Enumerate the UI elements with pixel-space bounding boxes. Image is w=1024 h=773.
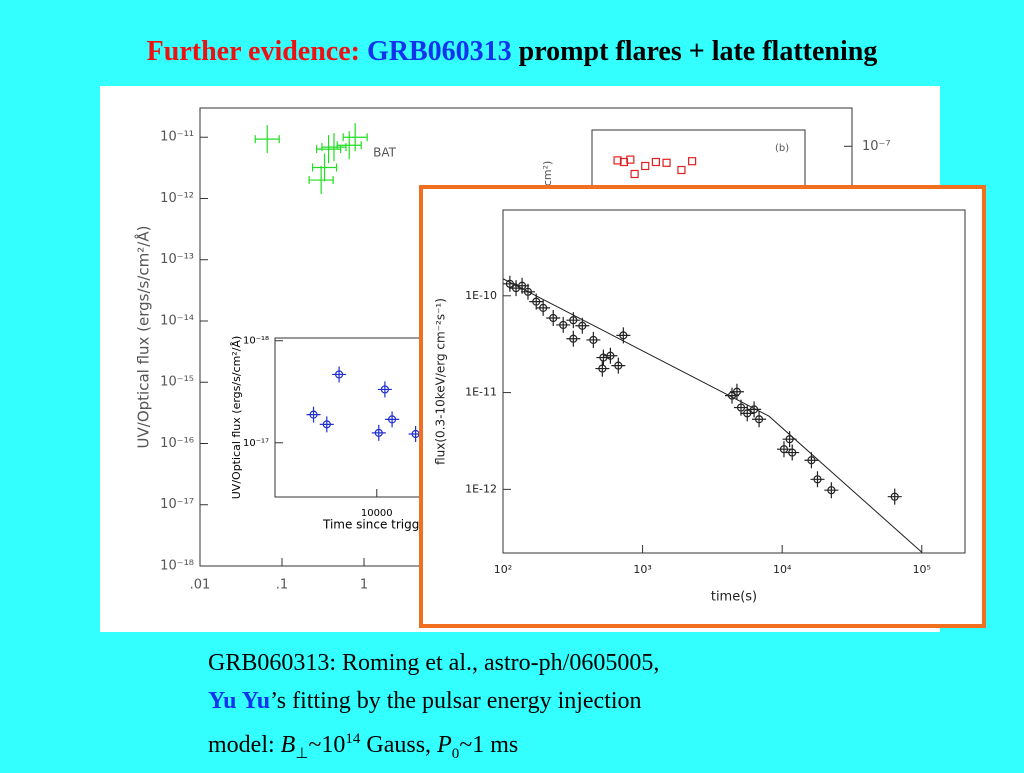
text: ~1 ms bbox=[459, 732, 519, 758]
data-point bbox=[536, 299, 551, 316]
y-tick-label: 10⁻¹⁸ bbox=[243, 336, 269, 347]
data-point bbox=[546, 309, 561, 326]
caption-line: GRB060313: Roming et al., astro-ph/06050… bbox=[208, 650, 660, 676]
data-point bbox=[776, 441, 791, 458]
data-point bbox=[306, 406, 321, 423]
xray-panel bbox=[419, 185, 986, 628]
data-point bbox=[371, 424, 386, 441]
caption-line: model: B⊥~1014 Gauss, P0~1 ms bbox=[208, 720, 659, 773]
y-tick-label: 10⁻¹⁶ bbox=[160, 436, 194, 451]
title-part: prompt flares + late flattening bbox=[511, 36, 878, 67]
data-point bbox=[311, 153, 338, 182]
y-tick-label: 1E-10 bbox=[465, 289, 497, 302]
xray-chart: 10² 10³ 10⁴ 10⁵ 1E-10 1E-11 1E-12 flux(0.3-10ke… bbox=[434, 209, 966, 605]
data-point bbox=[662, 158, 671, 167]
data-point bbox=[595, 360, 610, 377]
data-point bbox=[752, 411, 767, 428]
data-point bbox=[677, 165, 686, 175]
data-point bbox=[747, 401, 762, 418]
data-point bbox=[321, 133, 347, 162]
data-point bbox=[575, 317, 590, 334]
y-tick-label: 1E-12 bbox=[465, 482, 497, 495]
data-point bbox=[556, 316, 571, 333]
symbol: P bbox=[437, 732, 452, 758]
y-tick-label: 10⁻¹⁸ bbox=[160, 559, 194, 574]
y-tick-label: 10⁻¹¹ bbox=[160, 130, 194, 145]
figure: .01 .1 1 10⁻¹¹ 10⁻¹² 10⁻¹³ 10⁻¹⁴ 10⁻¹⁵ 10⁻¹⁶ 10⁻¹… bbox=[100, 86, 986, 632]
data-point bbox=[641, 161, 650, 171]
data-point bbox=[308, 166, 334, 195]
data-point bbox=[332, 366, 347, 383]
data-point bbox=[613, 156, 622, 165]
text: model: bbox=[208, 732, 281, 758]
data-point bbox=[336, 131, 362, 160]
caption-line: Yu Yu’s fitting by the pulsar energy inj… bbox=[208, 682, 659, 720]
annotation: (b) bbox=[775, 143, 789, 154]
x-tick-label: 10² bbox=[494, 563, 512, 576]
x-tick-label: .1 bbox=[276, 578, 288, 593]
x-tick-label: 10000 bbox=[361, 508, 393, 519]
subscript: ⊥ bbox=[295, 745, 309, 762]
data-point bbox=[385, 411, 400, 428]
y-tick-label: 10⁻¹⁷ bbox=[243, 438, 269, 449]
x-tick-label: 10⁵ bbox=[913, 563, 931, 576]
data-point bbox=[804, 452, 819, 469]
data-point bbox=[611, 357, 626, 374]
y-tick-label: 10⁻¹² bbox=[160, 191, 194, 206]
x-axis-label: Time since trigger (s bbox=[322, 518, 446, 532]
y-tick-label: 10⁻¹⁴ bbox=[160, 313, 194, 328]
data-point bbox=[377, 381, 392, 398]
y-tick-label: 10⁻¹³ bbox=[160, 252, 194, 267]
data-point bbox=[810, 471, 825, 488]
y-axis-label: UV/Optical flux (ergs/s/cm²/Å) bbox=[134, 226, 153, 449]
data-point bbox=[603, 347, 618, 364]
x-tick-label: .01 bbox=[190, 578, 211, 593]
x-tick-label: 1 bbox=[360, 578, 368, 593]
y-tick-label: 1E-11 bbox=[465, 386, 497, 399]
data-point bbox=[626, 155, 635, 164]
slide-title: Further evidence: GRB060313 prompt flare… bbox=[0, 36, 1024, 68]
data-point bbox=[785, 444, 800, 461]
symbol: B bbox=[280, 732, 296, 758]
data-point bbox=[824, 482, 839, 499]
data-point bbox=[342, 123, 368, 152]
title-part: GRB060313 bbox=[366, 36, 512, 67]
superscript: 14 bbox=[345, 731, 361, 747]
y2-tick-label: 10⁻⁷ bbox=[862, 139, 891, 154]
text: ’s fitting by the pulsar energy injectio… bbox=[270, 688, 642, 714]
title-part: Further evidence: bbox=[146, 36, 367, 67]
data-point bbox=[566, 330, 581, 347]
subscript: 0 bbox=[451, 745, 460, 762]
y-axis-label: UV/Optical flux (ergs/s/cm²/Å) bbox=[230, 336, 243, 499]
data-point bbox=[887, 488, 902, 505]
plot-frame bbox=[502, 209, 966, 554]
caption: GRB060313: Roming et al., astro-ph/06050… bbox=[208, 644, 659, 773]
data-point bbox=[630, 169, 639, 179]
y-tick-label: 10⁻¹⁷ bbox=[160, 497, 194, 512]
model-line bbox=[502, 278, 923, 553]
x-tick-label: 10⁴ bbox=[773, 563, 792, 576]
data-point bbox=[651, 157, 661, 167]
data-point bbox=[254, 125, 280, 154]
data-point bbox=[619, 157, 629, 167]
data-point bbox=[586, 331, 601, 348]
y-axis-label: flux(0.3-10keV/erg cm⁻²s⁻¹) bbox=[434, 298, 448, 465]
series-label: BAT bbox=[373, 146, 397, 160]
x-tick-label: 10³ bbox=[633, 563, 651, 576]
data-point bbox=[729, 383, 744, 400]
text: ~10 bbox=[308, 732, 346, 758]
text: Gauss, bbox=[360, 732, 438, 758]
y-tick-label: 10⁻¹⁵ bbox=[160, 375, 194, 390]
data-point bbox=[740, 405, 755, 422]
data-point bbox=[316, 135, 342, 164]
data-point bbox=[319, 416, 334, 433]
author: Yu Yu bbox=[208, 688, 271, 714]
data-point bbox=[688, 157, 697, 166]
x-axis-label: time(s) bbox=[711, 590, 757, 605]
